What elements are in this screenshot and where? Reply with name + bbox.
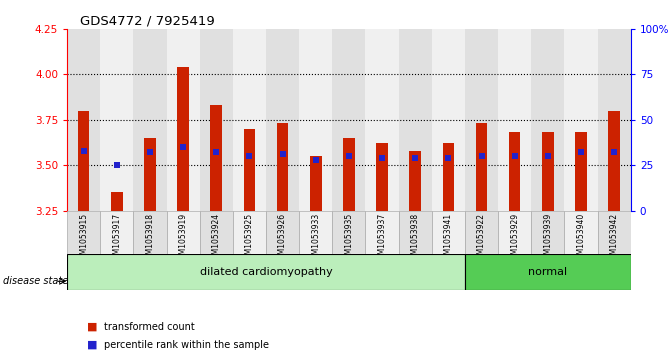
Text: normal: normal <box>528 267 568 277</box>
Bar <box>598 211 631 254</box>
Bar <box>465 29 498 211</box>
Bar <box>443 143 454 211</box>
Text: GSM1053941: GSM1053941 <box>444 213 453 264</box>
Point <box>211 150 221 155</box>
Bar <box>575 132 587 211</box>
Text: ■: ■ <box>87 340 98 350</box>
Bar <box>432 211 465 254</box>
Bar <box>432 29 465 211</box>
Point <box>509 153 520 159</box>
Text: GSM1053926: GSM1053926 <box>278 213 287 264</box>
Bar <box>266 211 299 254</box>
Text: GSM1053924: GSM1053924 <box>212 213 221 264</box>
Text: GSM1053917: GSM1053917 <box>112 213 121 264</box>
Bar <box>134 211 166 254</box>
Bar <box>299 211 332 254</box>
Text: GSM1053925: GSM1053925 <box>245 213 254 264</box>
Bar <box>67 254 465 290</box>
Bar <box>310 156 321 211</box>
Bar <box>100 29 134 211</box>
Bar <box>531 29 564 211</box>
Bar <box>78 111 89 211</box>
Text: GSM1053935: GSM1053935 <box>344 213 354 264</box>
Point <box>111 162 122 168</box>
Bar <box>177 67 189 211</box>
Bar <box>211 105 222 211</box>
Bar <box>134 29 166 211</box>
Text: disease state: disease state <box>3 276 68 286</box>
Bar <box>542 132 554 211</box>
Bar <box>277 123 289 211</box>
Bar <box>609 111 620 211</box>
Text: GSM1053938: GSM1053938 <box>411 213 420 264</box>
Bar <box>399 211 432 254</box>
Bar <box>476 123 487 211</box>
Bar <box>531 211 564 254</box>
Bar <box>399 29 432 211</box>
Text: GSM1053918: GSM1053918 <box>146 213 154 264</box>
Bar <box>498 211 531 254</box>
Text: percentile rank within the sample: percentile rank within the sample <box>104 340 269 350</box>
Bar <box>144 138 156 211</box>
Bar <box>366 29 399 211</box>
Bar <box>266 29 299 211</box>
Text: GSM1053919: GSM1053919 <box>178 213 188 264</box>
Text: GDS4772 / 7925419: GDS4772 / 7925419 <box>81 15 215 28</box>
Bar <box>100 211 134 254</box>
Bar <box>200 211 233 254</box>
Bar <box>67 29 100 211</box>
Text: GSM1053939: GSM1053939 <box>544 213 552 264</box>
Bar <box>166 29 200 211</box>
Point <box>145 150 156 155</box>
Bar <box>564 29 598 211</box>
Bar <box>366 211 399 254</box>
Bar <box>244 129 255 211</box>
Bar <box>200 29 233 211</box>
Bar <box>564 211 598 254</box>
Point <box>410 155 421 161</box>
Point <box>277 151 288 157</box>
Bar <box>332 29 366 211</box>
Text: ■: ■ <box>87 322 98 332</box>
Text: GSM1053942: GSM1053942 <box>610 213 619 264</box>
Point <box>178 144 189 150</box>
Bar <box>233 29 266 211</box>
Point <box>344 153 354 159</box>
Point <box>376 155 387 161</box>
Text: GSM1053940: GSM1053940 <box>576 213 586 264</box>
Point <box>79 148 89 154</box>
Text: GSM1053933: GSM1053933 <box>311 213 320 264</box>
Bar <box>299 29 332 211</box>
Text: dilated cardiomyopathy: dilated cardiomyopathy <box>200 267 332 277</box>
Bar <box>465 211 498 254</box>
Text: GSM1053929: GSM1053929 <box>510 213 519 264</box>
Text: GSM1053922: GSM1053922 <box>477 213 486 264</box>
Text: GSM1053915: GSM1053915 <box>79 213 88 264</box>
Bar <box>343 138 355 211</box>
Point <box>542 153 553 159</box>
Bar <box>598 29 631 211</box>
Point <box>576 150 586 155</box>
Text: GSM1053937: GSM1053937 <box>378 213 386 264</box>
Bar <box>409 151 421 211</box>
Bar <box>67 211 100 254</box>
Point <box>476 153 487 159</box>
Text: transformed count: transformed count <box>104 322 195 332</box>
Bar <box>233 211 266 254</box>
Bar <box>166 211 200 254</box>
Point <box>443 155 454 161</box>
Point <box>609 150 619 155</box>
Bar <box>465 254 631 290</box>
Bar <box>111 192 123 211</box>
Bar <box>376 143 388 211</box>
Point <box>244 153 255 159</box>
Point <box>311 157 321 163</box>
Bar <box>509 132 521 211</box>
Bar <box>332 211 366 254</box>
Bar <box>498 29 531 211</box>
